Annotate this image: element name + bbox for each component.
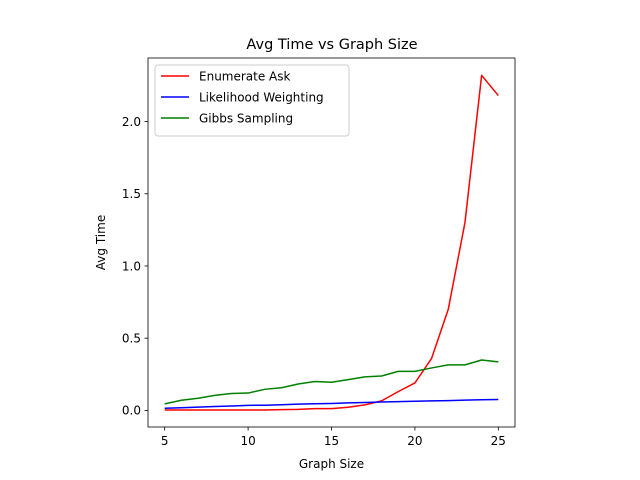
x-tick-label: 5 [161,434,169,448]
series-line-0 [164,74,499,411]
y-tick-label: 1.0 [122,259,141,273]
legend-label: Enumerate Ask [199,69,291,83]
x-tick-label: 10 [240,434,255,448]
x-tick-label: 20 [407,434,422,448]
series-lines [164,74,499,411]
series-line-1 [164,398,499,409]
x-tick-label: 15 [324,434,339,448]
series-line-2 [164,359,499,405]
y-tick-label: 0.5 [122,331,141,345]
y-tick-label: 2.0 [122,115,141,129]
legend-label: Gibbs Sampling [199,111,293,125]
legend-label: Likelihood Weighting [199,90,324,104]
x-tick-label: 25 [491,434,506,448]
x-axis-label: Graph Size [299,457,364,471]
axes: 5 10 15 20 25 0.0 0.5 1.0 1.5 2.0 [122,57,516,448]
legend-box [154,64,350,137]
y-tick-label: 1.5 [122,187,141,201]
legend: Enumerate Ask Likelihood Weighting Gibbs S… [154,64,350,137]
y-axis-label: Avg Time [94,215,108,270]
y-tick-label: 0.0 [122,404,141,418]
chart-title: Avg Time vs Graph Size [246,37,417,53]
